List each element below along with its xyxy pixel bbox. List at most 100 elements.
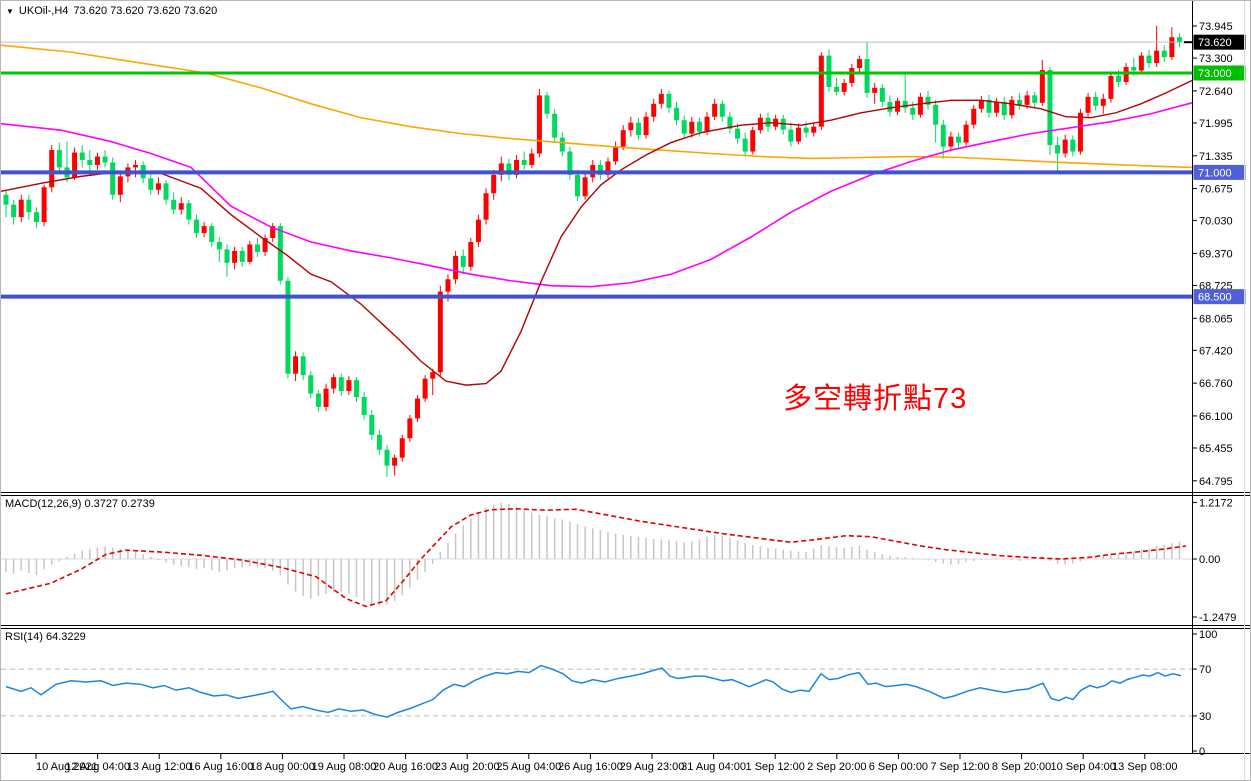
chart-annotation-text[interactable]: 多空轉折點73 [783,383,968,415]
candle-body [1100,98,1106,106]
symbol-dropdown-icon[interactable]: ▼ [6,6,14,16]
candle-body [308,375,314,394]
rsi-axis-label: 100 [1199,629,1217,641]
candle-body [460,255,466,267]
ma-orange-line [1,44,1193,169]
price-axis-label: 68.065 [1199,313,1233,325]
candle-body [727,116,733,129]
candle-body [719,103,725,117]
horizontal-lines-layer[interactable] [1,41,1192,299]
candle-body [1085,96,1091,113]
candle-body [910,107,916,115]
candle-body [994,101,1000,113]
candle-body [795,127,801,142]
candle-body [1093,96,1099,106]
macd-indicator-header: MACD(12,26,9) 0.3727 0.2739 [5,498,155,510]
candle-body [529,153,535,165]
candle-body [826,55,832,87]
candle-body [468,241,474,267]
candle-body [1047,70,1053,146]
candle-body [689,121,695,134]
time-axis-label: 23 Aug 20:00 [435,761,500,773]
candle-body [1154,50,1160,64]
candle-body [407,418,413,439]
candle-body [430,372,436,379]
candle-body [704,116,710,132]
time-axis-label: 16 Aug 16:00 [188,761,253,773]
candle-body [635,122,641,136]
candle-body [666,93,672,108]
candle-body [133,164,139,168]
candle-body [818,55,824,127]
candle-body [171,199,177,210]
candle-body [1055,145,1061,154]
time-axis-label: 2 Sep 20:00 [807,761,866,773]
price-axis-label: 65.455 [1199,443,1233,455]
price-axis-label: 73.300 [1199,53,1233,65]
candle-body [11,204,17,218]
candle-body [209,226,215,242]
candle-body [399,438,405,458]
macd-axis-label: 1.2172 [1199,497,1233,509]
candle-body [552,113,558,138]
candle-body [712,103,718,117]
candle-body [856,59,862,69]
candle-body [41,187,47,223]
candle-body [155,183,161,190]
candle-body [293,356,299,374]
candle-body [803,127,809,133]
time-axis-label: 8 Sep 20:00 [992,761,1051,773]
candle-body [26,199,32,213]
price-axis-label: 73.945 [1199,21,1233,33]
ma-magenta-line [1,102,1193,288]
candle-body [963,124,969,143]
candle-body [445,279,451,292]
rsi-panel: 100 70 30 0 [1,629,1217,758]
candle-body [72,152,78,178]
candle-body [56,150,62,168]
candle-body [498,163,504,175]
candle-body [186,203,192,220]
candle-body [849,68,855,83]
candle-body [674,107,680,121]
candle-body [1131,67,1137,71]
candle-body [575,174,580,197]
time-axis-label: 13 Sep 08:00 [1112,761,1177,773]
candle-body [33,212,39,223]
candle-body [194,219,199,234]
candle-body [247,244,253,262]
price-badge-label: 73.620 [1198,37,1232,49]
time-axis-label: 10 Sep 04:00 [1050,761,1115,773]
candle-body [491,174,497,194]
candle-body [422,378,428,399]
candle-body [605,161,611,175]
candle-body [567,151,573,175]
candle-body [971,108,977,125]
rsi-line [5,664,1182,718]
candle-body [788,129,794,142]
candle-body [148,178,154,190]
candle-body [18,199,24,218]
candle-body [917,96,923,115]
rsi-indicator-header: RSI(14) 64.3229 [5,631,86,643]
candle-body [1009,99,1015,116]
candle-body [338,377,344,392]
candle-body [384,449,390,466]
price-axis-label: 71.995 [1199,118,1233,130]
price-badge-green [1193,65,1246,81]
candle-body [232,250,238,263]
candle-body [87,159,93,165]
candle-body [1062,139,1068,154]
candle-body [239,250,245,262]
price-axis-label: 69.370 [1199,248,1233,260]
candle-body [79,152,85,160]
panel-dividers[interactable] [1,492,1251,754]
candle-body [544,95,550,114]
price-axis-label: 70.675 [1199,184,1233,196]
candle-body [483,193,489,220]
price-axis[interactable]: 73.945 73.620 73.300 73.000 72.640 71.995 71.3… [1192,1,1246,753]
symbol-name: UKOil-,H4 [18,5,69,17]
candle-body [887,101,893,112]
